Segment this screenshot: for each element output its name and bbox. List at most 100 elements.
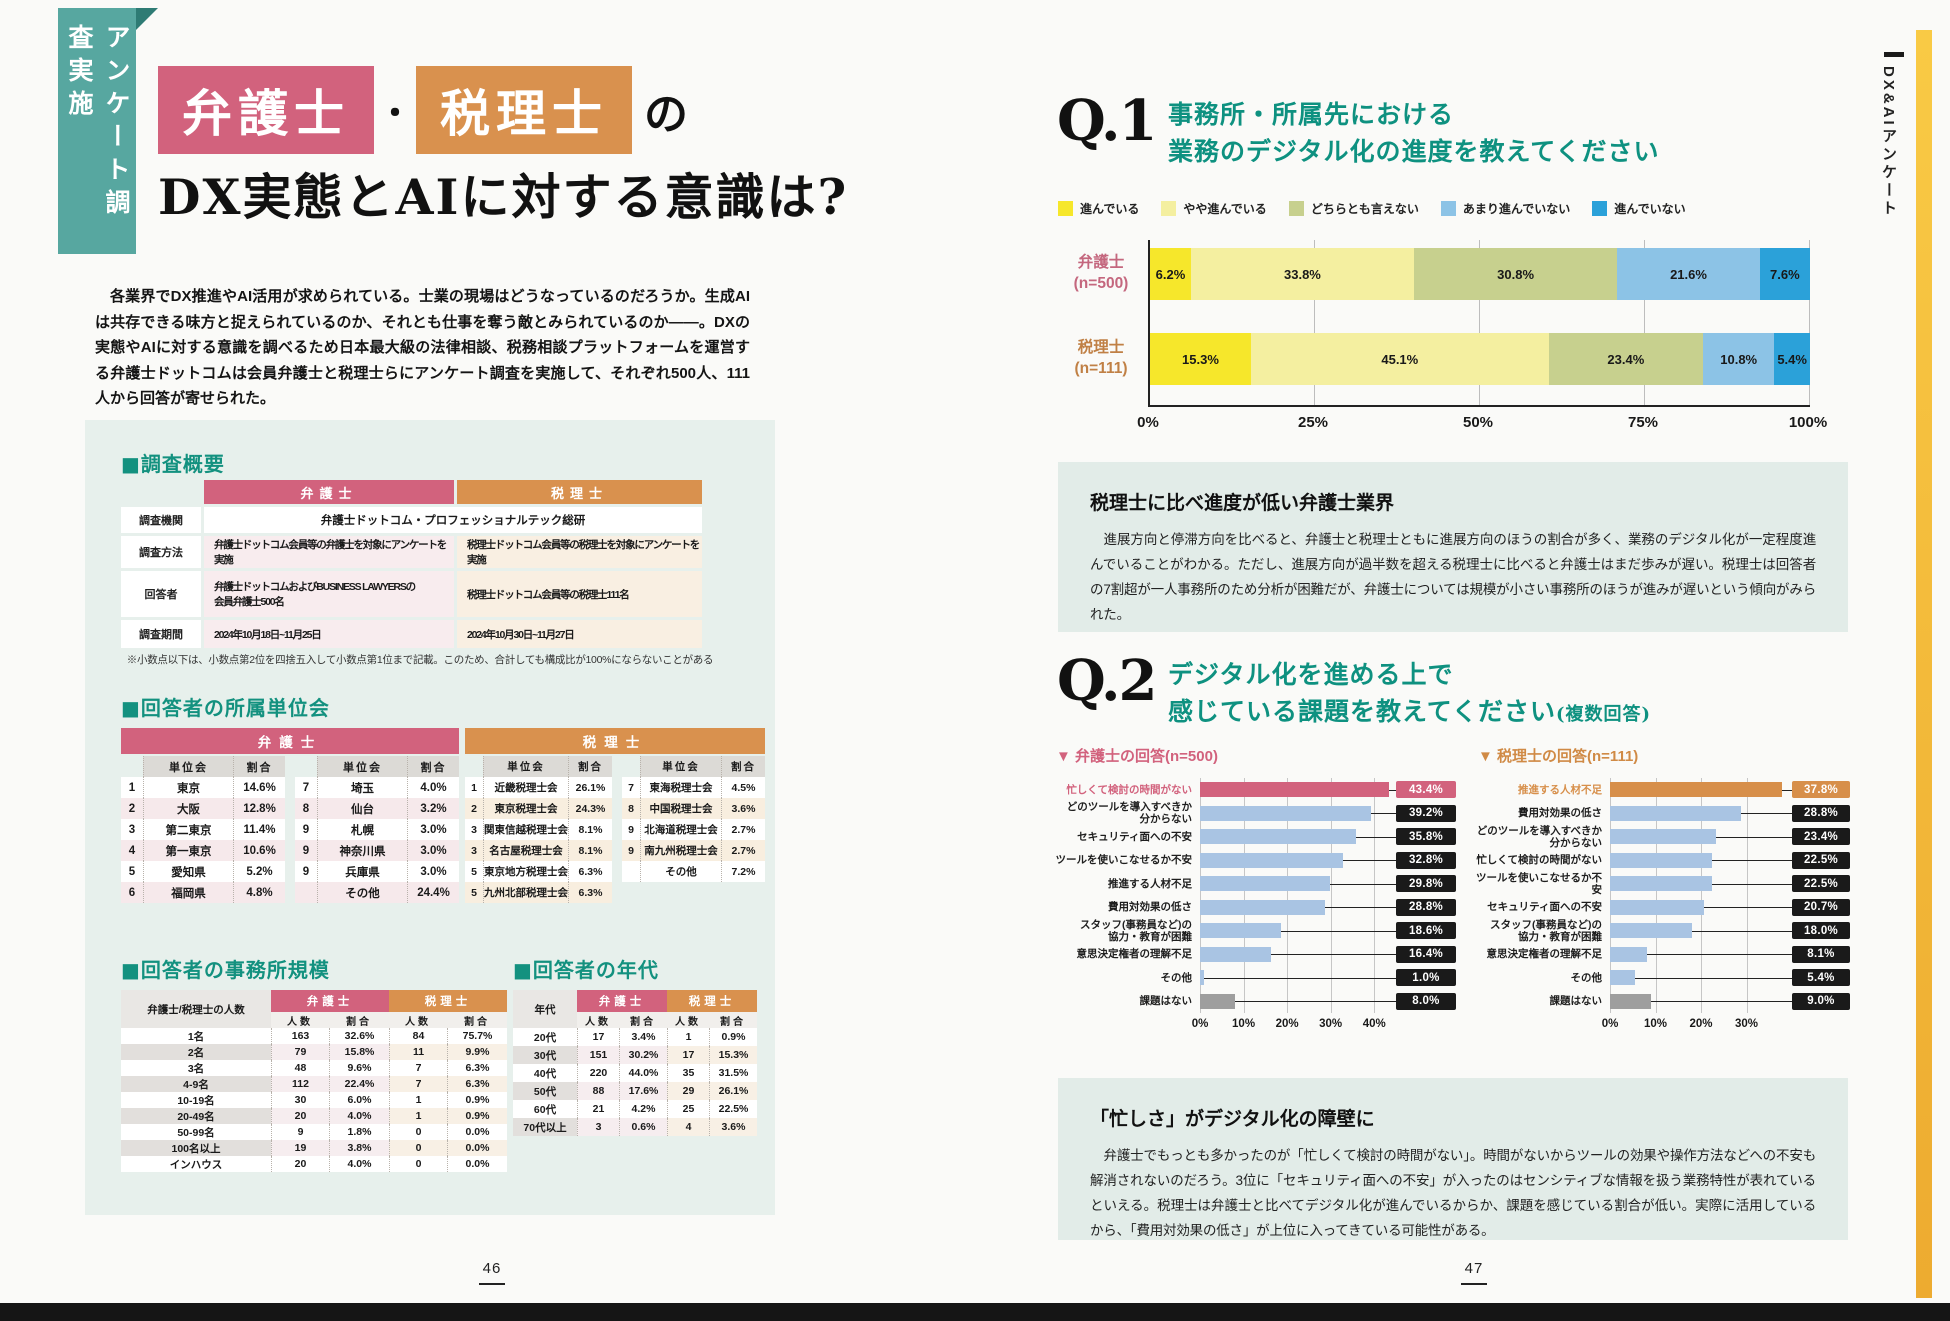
overview-value-zeirishi: 2024年10月30日~11月27日 bbox=[457, 620, 702, 648]
q2-gridlines bbox=[1610, 778, 1792, 1013]
q2-bar bbox=[1200, 782, 1390, 798]
page-number-right-value: 47 bbox=[1464, 1260, 1484, 1277]
q2-connector-line bbox=[1610, 954, 1824, 956]
stat-value: 17 bbox=[667, 1046, 709, 1064]
q2-value-chip: 1.0% bbox=[1396, 969, 1456, 987]
unit-name: 愛知県 bbox=[143, 861, 233, 882]
q2-value-chip: 8.1% bbox=[1792, 945, 1850, 963]
stat-subheader-share: 割合 bbox=[709, 1012, 757, 1028]
unit-rank: 5 bbox=[121, 861, 143, 882]
q2-connector-line bbox=[1610, 977, 1824, 979]
q2-axis-tick: 40% bbox=[1362, 1018, 1386, 1030]
stat-row-label: 20-49名 bbox=[121, 1108, 271, 1124]
q1-title: 事務所・所属先における 業務のデジタル化の進度を教えてください bbox=[1168, 96, 1660, 170]
q2-bar bbox=[1610, 829, 1717, 845]
q2-row: 推進する人材不足 29.8% bbox=[1050, 872, 1456, 896]
unit-name: 埼玉 bbox=[317, 777, 407, 798]
bottom-black-bar bbox=[0, 1303, 1950, 1321]
page-number-rule bbox=[479, 1283, 505, 1285]
survey-overview-table: 弁護士 税理士 調査機関 弁護士ドットコム・プロフェッショナルテック総研 調査方法 弁護士… bbox=[121, 480, 702, 648]
unit-rank: 8 bbox=[295, 798, 317, 819]
main-title: 弁護士 ・ 税理士 の bbox=[158, 66, 688, 154]
stat-value: 151 bbox=[577, 1046, 619, 1064]
stat-value: 30 bbox=[271, 1092, 329, 1108]
q2-bar-label: 費用対効果の低さ bbox=[1518, 807, 1602, 820]
q2-value-chip: 18.6% bbox=[1396, 922, 1456, 940]
q2-value: 18.6% bbox=[1396, 922, 1456, 940]
q2-row: 忙しくて検討の時間がない 43.4% bbox=[1050, 778, 1456, 802]
stat-value: 6.0% bbox=[329, 1092, 389, 1108]
q2-bar-label: ツールを使いこなせるか不安 bbox=[1055, 854, 1193, 867]
stat-subheader-share: 割合 bbox=[619, 1012, 667, 1028]
q2-gridline bbox=[1374, 778, 1376, 1013]
q2-connector-line bbox=[1200, 1001, 1430, 1003]
q2-value-chip: 32.8% bbox=[1396, 851, 1456, 869]
q2-value: 35.8% bbox=[1396, 828, 1456, 846]
stat-value: 4.0% bbox=[329, 1156, 389, 1172]
q1-legend-label: どちらとも言えない bbox=[1310, 202, 1419, 216]
unit-rank: 3 bbox=[465, 819, 483, 840]
unit-name: 東京 bbox=[143, 777, 233, 798]
q2-value: 39.2% bbox=[1396, 804, 1456, 822]
q2-row: その他 5.4% bbox=[1472, 966, 1850, 990]
stat-value: 15.8% bbox=[329, 1044, 389, 1060]
q2-bar-track bbox=[1200, 896, 1396, 920]
stat-value: 3.4% bbox=[619, 1028, 667, 1046]
q2-value: 28.8% bbox=[1396, 898, 1456, 916]
q2-connector-line bbox=[1610, 1001, 1824, 1003]
unit-table-half: 単位会 割合 7 埼玉 4.0% 8 仙台 3.2% 9 札幌 3.0% 9 神奈川県 3.0% 9 兵庫県 3… bbox=[295, 756, 459, 903]
q2-bar-chart-bengoshi: 忙しくて検討の時間がない 43.4% どのツールを導入すべきか 分からない 39.2%… bbox=[1050, 778, 1456, 1030]
q2-bar-track bbox=[1610, 919, 1792, 943]
stat-value: 11 bbox=[389, 1044, 447, 1060]
q1-legend-swatch bbox=[1592, 201, 1608, 216]
unit-share: 2.7% bbox=[721, 819, 765, 840]
q2-bar-label: どのツールを導入すべきか 分からない bbox=[1066, 801, 1192, 826]
stat-subheader-count: 人数 bbox=[389, 1012, 447, 1028]
q2-bar-label: スタッフ(事務員など)の 協力・教育が困難 bbox=[1490, 918, 1602, 943]
stat-value: 0.0% bbox=[447, 1156, 507, 1172]
q2-value: 9.0% bbox=[1792, 992, 1850, 1010]
q2-connector-line bbox=[1610, 907, 1824, 909]
stat-value: 26.1% bbox=[709, 1082, 757, 1100]
q1-legend-label: 進んでいない bbox=[1614, 202, 1686, 216]
q2-bar-track bbox=[1610, 825, 1792, 849]
q1-legend: 進んでいる やや進んでいる どちらとも言えない あまり進んでいない 進んでいない bbox=[1058, 200, 1686, 217]
q2-value: 37.8% bbox=[1792, 781, 1850, 799]
stat-row-label: 4-9名 bbox=[121, 1076, 271, 1092]
q1-category-label: 税理士 (n=111) bbox=[1074, 339, 1128, 377]
title-box-zeirishi: 税理士 bbox=[416, 66, 632, 154]
q2-bar-label: 忙しくて検討の時間がない bbox=[1476, 854, 1602, 867]
stat-group-zeirishi: 税理士 bbox=[667, 990, 757, 1012]
unit-share: 11.4% bbox=[233, 819, 285, 840]
unit-subheader-name: 単位会 bbox=[483, 756, 568, 777]
overview-header-bengoshi: 弁護士 bbox=[204, 480, 454, 504]
stat-value: 4 bbox=[667, 1118, 709, 1136]
q2-bar-track bbox=[1200, 802, 1396, 826]
q2-axis-tick: 10% bbox=[1232, 1018, 1256, 1030]
stat-row-label: 40代 bbox=[513, 1064, 577, 1082]
q2-axis-tick: 0% bbox=[1191, 1018, 1209, 1030]
stat-group-bengoshi: 弁護士 bbox=[577, 990, 667, 1012]
stat-value: 15.3% bbox=[709, 1046, 757, 1064]
main-title-line2: DX実態とAIに対する意識は? bbox=[158, 168, 849, 226]
q1-stacked-bar: 15.3% 45.1% 23.4% 10.8% 5.4% bbox=[1150, 333, 1810, 385]
q2-bar bbox=[1610, 876, 1713, 892]
unit-name: 大阪 bbox=[143, 798, 233, 819]
q2-value: 28.8% bbox=[1792, 804, 1850, 822]
q2-value: 23.4% bbox=[1792, 828, 1850, 846]
unit-name: 東海税理士会 bbox=[640, 777, 721, 798]
stat-subheader-count: 人数 bbox=[271, 1012, 329, 1028]
q1-axis-tick: 50% bbox=[1462, 414, 1494, 431]
stat-row-label: 1名 bbox=[121, 1028, 271, 1044]
unit-name: 東京地方税理士会 bbox=[483, 861, 568, 882]
unit-share: 3.0% bbox=[407, 819, 459, 840]
q2-gridline bbox=[1243, 778, 1245, 1013]
unit-share: 3.6% bbox=[721, 798, 765, 819]
q2-x-axis: 0% 10% 20% 30% bbox=[1602, 1018, 1792, 1038]
q2-bar bbox=[1200, 899, 1326, 915]
unit-rank: 3 bbox=[465, 840, 483, 861]
q2-bar bbox=[1610, 852, 1713, 868]
unit-name: 第一東京 bbox=[143, 840, 233, 861]
q2-value-chip: 16.4% bbox=[1396, 945, 1456, 963]
q2-value-chip: 23.4% bbox=[1792, 828, 1850, 846]
